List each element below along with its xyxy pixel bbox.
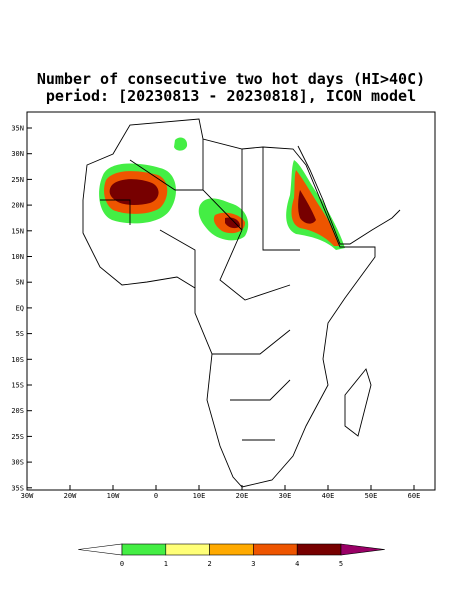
- lat-label: 30N: [11, 150, 24, 158]
- colorbar-box: [165, 543, 210, 556]
- lat-label: 30S: [11, 459, 24, 467]
- colorbar-high: [340, 543, 385, 556]
- lat-label: 35S: [11, 484, 24, 492]
- colorbar-box: [209, 543, 254, 556]
- colorbar-label: 0: [120, 560, 124, 568]
- lat-label: 25S: [11, 433, 24, 441]
- subtitle: period: [20230813 - 20230818], ICON mode…: [46, 87, 416, 105]
- colorbar-box: [296, 543, 342, 556]
- lon-label: 30E: [279, 492, 292, 500]
- coastlines: [82, 118, 401, 488]
- arabia-outline: [297, 145, 401, 245]
- lon-label: 0: [154, 492, 158, 500]
- lon-label: 50E: [365, 492, 378, 500]
- hazard-shading: [99, 137, 345, 250]
- shade-darkred: [109, 179, 159, 205]
- map-frame: [26, 111, 436, 491]
- colorbar-label: 1: [164, 560, 168, 568]
- shade-red: [291, 170, 340, 246]
- title: Number of consecutive two hot days (HI>4…: [37, 70, 425, 88]
- lon-label: 60E: [408, 492, 421, 500]
- lon-label: 10E: [193, 492, 206, 500]
- shade-green: [174, 137, 188, 151]
- lat-label: 35N: [11, 125, 24, 133]
- shade-darkred: [298, 190, 316, 224]
- lat-label: EQ: [16, 304, 24, 312]
- lon-label: 20W: [64, 492, 77, 500]
- shade-darkred: [225, 217, 240, 229]
- lat-label: 10S: [11, 356, 24, 364]
- colorbar-label: 5: [339, 560, 343, 568]
- lat-label: 15S: [11, 382, 24, 390]
- lon-label: 10W: [107, 492, 120, 500]
- lat-label: 15N: [11, 227, 24, 235]
- lon-label: 20E: [236, 492, 249, 500]
- borders: [100, 139, 300, 441]
- colorbar-label: 2: [207, 560, 211, 568]
- lat-label: 10N: [11, 253, 24, 261]
- colorbar-label: 4: [295, 560, 299, 568]
- colorbar-low: [78, 543, 123, 556]
- lat-label: 5N: [16, 279, 24, 287]
- lon-label: 40E: [322, 492, 335, 500]
- colorbar-box: [121, 543, 167, 556]
- lat-label: 25N: [11, 176, 24, 184]
- lon-label: 30W: [21, 492, 34, 500]
- lat-label: 5S: [16, 330, 24, 338]
- madagascar: [344, 368, 372, 437]
- colorbar-label: 3: [251, 560, 255, 568]
- lat-label: 20S: [11, 407, 24, 415]
- colorbar-box: [253, 543, 298, 556]
- lat-label: 20N: [11, 202, 24, 210]
- africa-outline: [82, 118, 376, 488]
